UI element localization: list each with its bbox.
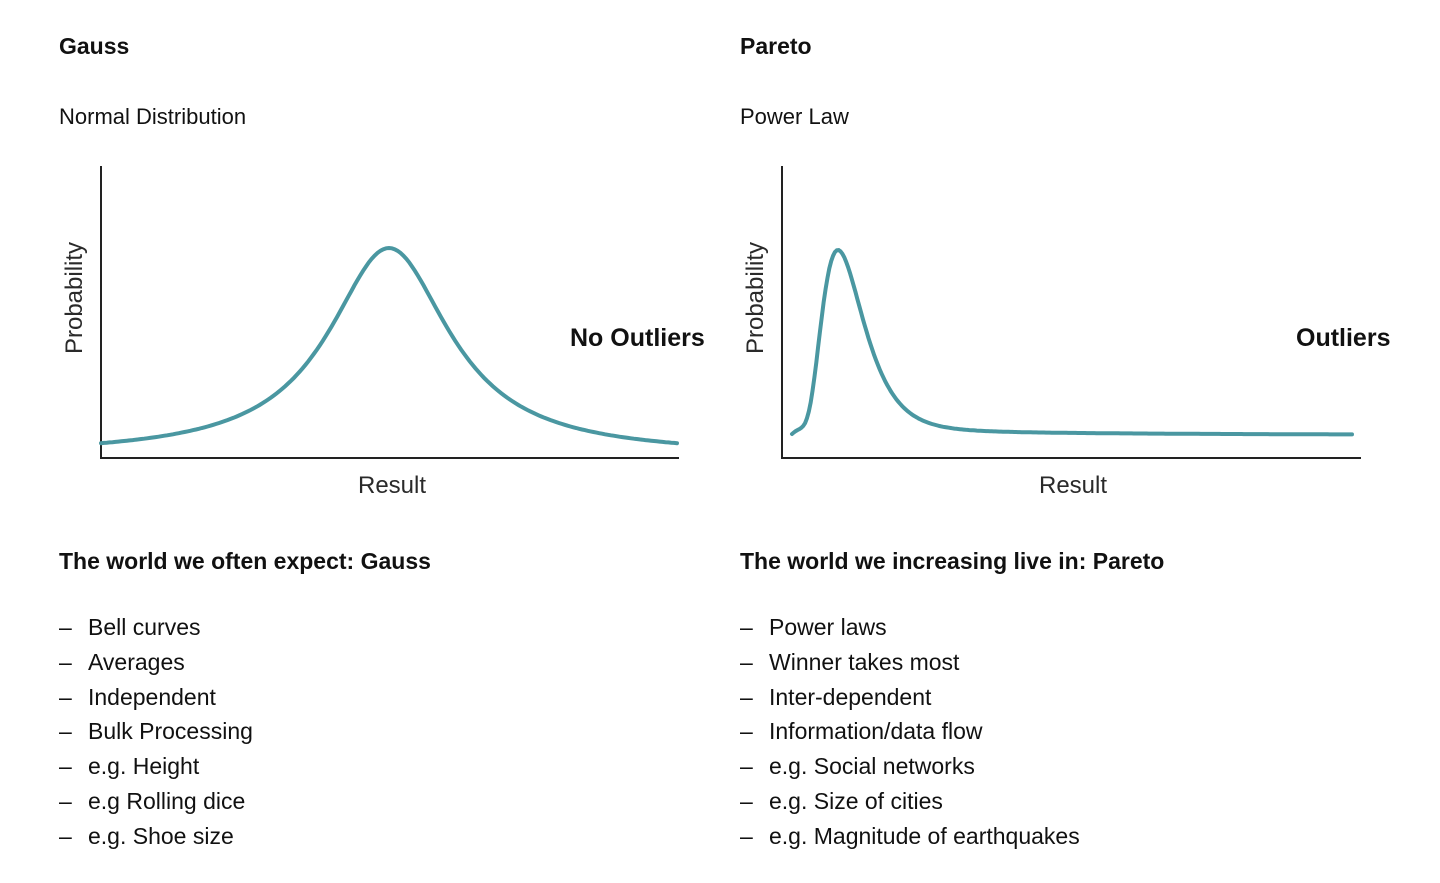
pareto-x-axis-label: Result xyxy=(1039,472,1107,499)
list-item: – e.g. Magnitude of earthquakes xyxy=(740,819,1080,854)
gauss-subtitle: Normal Distribution xyxy=(59,104,247,129)
dash-marker: – xyxy=(59,683,72,710)
pareto-heading: The world we increasing live in: Pareto xyxy=(740,548,1165,574)
gauss-x-axis-label: Result xyxy=(358,472,426,499)
pareto-title: Pareto xyxy=(740,33,812,59)
pareto-plot: Probability Result Outliers xyxy=(740,150,1420,520)
dash-marker: – xyxy=(740,614,753,640)
gauss-title: Gauss xyxy=(59,33,130,59)
dash-marker: – xyxy=(740,648,753,675)
gauss-heading: The world we often expect: Gauss xyxy=(59,548,431,574)
list-item: – Winner takes most xyxy=(740,645,1080,680)
list-item: – e.g. Height xyxy=(59,749,253,784)
list-item-text: Averages xyxy=(88,648,185,675)
gauss-note: No Outliers xyxy=(570,324,705,352)
dash-marker: – xyxy=(740,683,753,710)
dash-marker: – xyxy=(59,718,72,745)
dash-marker: – xyxy=(740,718,753,745)
pareto-note: Outliers xyxy=(1296,324,1390,352)
dash-marker: – xyxy=(740,822,753,849)
gauss-plot: Probability Result No Outliers xyxy=(59,150,739,520)
list-item: – e.g. Social networks xyxy=(740,749,1080,784)
dash-marker: – xyxy=(740,787,753,814)
list-item-text: Power laws xyxy=(769,614,887,640)
list-item-text: e.g. Social networks xyxy=(769,753,975,780)
list-item-text: e.g. Magnitude of earthquakes xyxy=(769,822,1080,849)
dash-marker: – xyxy=(59,614,72,640)
gauss-plot-svg: Probability Result No Outliers xyxy=(61,166,705,499)
list-item-text: Bell curves xyxy=(88,614,201,640)
list-item-text: Inter-dependent xyxy=(769,683,932,710)
list-item-text: e.g. Size of cities xyxy=(769,787,943,814)
gauss-curve xyxy=(99,245,679,446)
dash-marker: – xyxy=(740,753,753,780)
list-item: – Averages xyxy=(59,645,253,680)
pareto-panel: Pareto Power Law Probability Result Outl… xyxy=(740,0,1430,883)
pareto-list: – Power laws – Winner takes most – Inter-de… xyxy=(740,610,1080,854)
pareto-plot-svg: Probability Result Outliers xyxy=(742,166,1390,499)
list-item-text: Information/data flow xyxy=(769,718,983,745)
dash-marker: – xyxy=(59,787,72,814)
list-item-text: Independent xyxy=(88,683,216,710)
list-item: – Independent xyxy=(59,680,253,715)
list-item-text: Bulk Processing xyxy=(88,718,253,745)
pareto-curve xyxy=(790,248,1354,437)
list-item-text: e.g. Shoe size xyxy=(88,822,234,849)
list-item-text: e.g Rolling dice xyxy=(88,787,246,814)
list-item: – Bulk Processing xyxy=(59,714,253,749)
pareto-subtitle: Power Law xyxy=(740,104,849,129)
list-item: – Inter-dependent xyxy=(740,680,1080,715)
list-item-text: e.g. Height xyxy=(88,753,200,780)
list-item: – e.g. Shoe size xyxy=(59,819,253,854)
dash-marker: – xyxy=(59,753,72,780)
list-item-text: Winner takes most xyxy=(769,648,960,675)
dash-marker: – xyxy=(59,648,72,675)
gauss-panel: Gauss Normal Distribution Probability Re… xyxy=(59,0,749,883)
list-item: – Power laws xyxy=(740,610,1080,645)
list-item: – Information/data flow xyxy=(740,714,1080,749)
gauss-list: – Bell curves – Averages – Independent – Bul… xyxy=(59,610,253,854)
list-item: – e.g. Size of cities xyxy=(740,784,1080,819)
list-item: – e.g Rolling dice xyxy=(59,784,253,819)
dash-marker: – xyxy=(59,822,72,849)
gauss-y-axis-label: Probability xyxy=(61,242,88,354)
pareto-y-axis-label: Probability xyxy=(742,242,769,354)
list-item: – Bell curves xyxy=(59,610,253,645)
